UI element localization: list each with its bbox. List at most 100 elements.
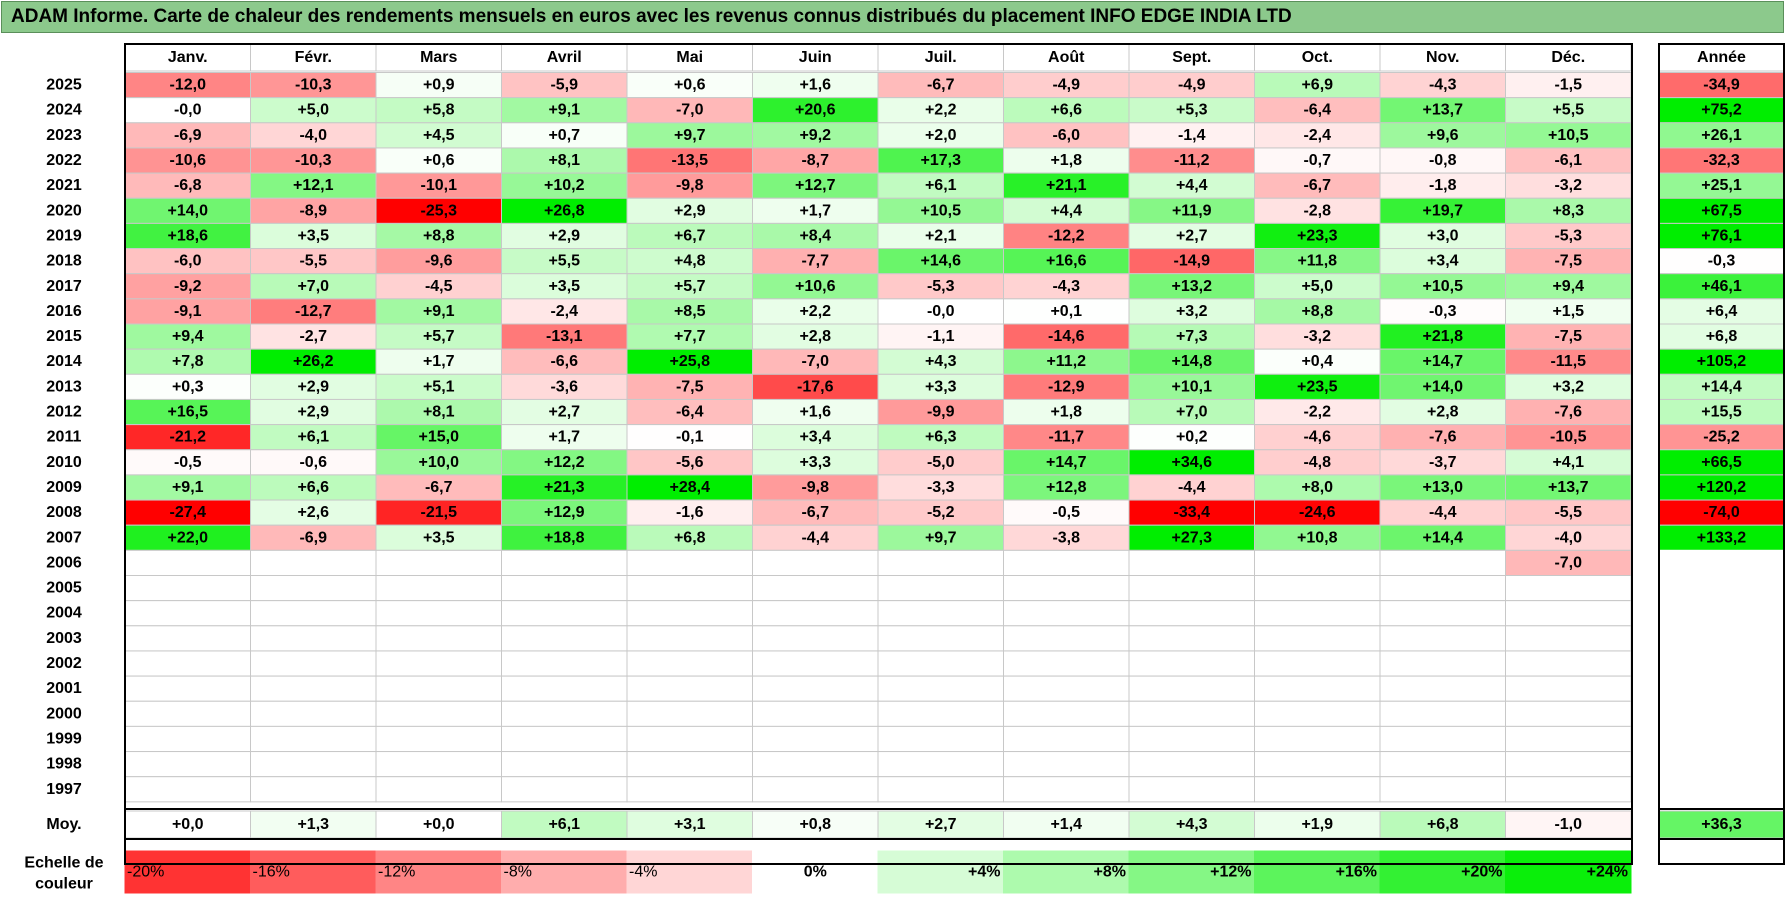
heatmap-cell-value: +2,8	[1427, 404, 1459, 421]
annual-cell	[1658, 549, 1785, 576]
average-cell	[752, 810, 879, 839]
annual-cell	[1658, 675, 1785, 702]
heatmap-cell	[1379, 97, 1506, 124]
heatmap-cell	[752, 449, 879, 476]
heatmap-cell-value: +8,8	[1301, 303, 1333, 320]
heatmap-cell	[1254, 398, 1381, 426]
heatmap-cell	[124, 97, 251, 124]
heatmap-cell-value: +12,8	[1046, 479, 1087, 496]
year-label: 2004	[46, 605, 82, 622]
annual-cell-value: +66,5	[1701, 454, 1742, 471]
heatmap-cell-value: +3,0	[1427, 227, 1459, 244]
heatmap-cell	[1128, 575, 1255, 602]
heatmap-cell-value: +28,4	[670, 479, 711, 496]
heatmap-cell-value: -9,8	[676, 177, 704, 194]
annual-cell-value: +67,5	[1701, 202, 1742, 219]
heatmap-cell-value: +1,7	[423, 353, 455, 370]
heatmap-cell	[1505, 600, 1632, 627]
heatmap-cell	[752, 524, 879, 551]
heatmap-cell	[1003, 751, 1130, 778]
heatmap-cell-value: +10,6	[795, 278, 836, 295]
heatmap-cell-value: +5,0	[297, 102, 329, 119]
scale-step-label: +20%	[1461, 864, 1502, 881]
scale-step-label: -20%	[127, 864, 164, 881]
heatmap-cell	[1003, 222, 1130, 250]
heatmap-cell	[752, 751, 879, 778]
heatmap-cell-value: +8,1	[423, 404, 455, 421]
heatmap-cell	[1254, 549, 1381, 576]
heatmap-cell-value: -8,7	[801, 152, 829, 169]
heatmap-cell-value: +3,5	[423, 529, 455, 546]
heatmap-cell-value: -4,5	[425, 278, 453, 295]
heatmap-cell	[501, 575, 628, 602]
year-label: 2013	[46, 378, 82, 395]
heatmap-cell	[877, 424, 1004, 451]
heatmap-cell	[501, 650, 628, 677]
year-label: 2017	[46, 278, 82, 295]
heatmap-cell	[1254, 575, 1381, 602]
heatmap-cell-value: -11,5	[1550, 353, 1586, 370]
heatmap-cell	[1254, 172, 1381, 199]
heatmap-cell-value: -11,2	[1174, 152, 1210, 169]
heatmap-cell	[626, 298, 753, 325]
annual-cell-value: +26,1	[1701, 127, 1742, 144]
heatmap-cell-value: -4,9	[1052, 77, 1080, 94]
heatmap-cell	[375, 222, 502, 250]
heatmap-cell-value: -0,8	[1429, 152, 1457, 169]
heatmap-cell	[626, 97, 753, 124]
heatmap-cell-value: +26,8	[544, 202, 585, 219]
heatmap-cell	[1128, 172, 1255, 199]
heatmap-cell	[375, 575, 502, 602]
heatmap-cell	[1505, 625, 1632, 652]
heatmap-cell-value: -5,5	[299, 253, 327, 270]
heatmap-cell	[375, 398, 502, 426]
heatmap-cell	[1379, 725, 1506, 753]
average-cell-value: +6,8	[1427, 816, 1459, 833]
heatmap-cell	[501, 700, 628, 727]
heatmap-cell-value: -0,6	[299, 454, 327, 471]
month-header-label: Mars	[420, 49, 457, 66]
heatmap-cell-value: -4,4	[801, 529, 829, 546]
heatmap-cell	[1003, 650, 1130, 677]
heatmap-cell-value: +2,7	[548, 404, 580, 421]
heatmap-cell	[1379, 524, 1506, 551]
heatmap-cell-value: -3,3	[927, 479, 955, 496]
heatmap-cell-value: +5,5	[1552, 102, 1584, 119]
heatmap-cell-value: -0,3	[1429, 303, 1457, 320]
heatmap-cell-value: +26,2	[293, 353, 334, 370]
heatmap-cell-value: -6,7	[801, 504, 829, 521]
average-cell-value: +6,1	[548, 816, 580, 833]
heatmap-cell	[250, 474, 377, 501]
heatmap-cell-value: -9,9	[927, 404, 955, 421]
heatmap-cell	[501, 725, 628, 753]
heatmap-cell-value: +5,3	[1176, 102, 1208, 119]
heatmap-cell	[1254, 273, 1381, 300]
heatmap-cell-value: -6,8	[174, 177, 202, 194]
heatmap-cell	[1379, 172, 1506, 199]
heatmap-cell-value: +2,2	[799, 303, 831, 320]
heatmap-cell-value: -2,4	[550, 303, 578, 320]
heatmap-cell-value: -5,3	[1554, 227, 1582, 244]
heatmap-cell	[250, 675, 377, 702]
average-cell-value: +0,0	[172, 816, 204, 833]
heatmap-cell-value: +2,0	[925, 127, 957, 144]
heatmap-cell	[1128, 675, 1255, 702]
month-header-label: Janv.	[168, 49, 208, 66]
heatmap-cell	[501, 122, 628, 149]
annual-cell-value: +46,1	[1701, 278, 1742, 295]
heatmap-cell	[1254, 700, 1381, 727]
heatmap-cell-value: -3,7	[1429, 454, 1457, 471]
heatmap-cell	[250, 549, 377, 576]
heatmap-cell	[877, 474, 1004, 501]
heatmap-cell-value: +6,1	[925, 177, 957, 194]
scale-step-label: 0%	[804, 864, 827, 881]
heatmap-cell-value: +14,7	[1423, 353, 1464, 370]
heatmap-cell-value: -0,0	[927, 303, 955, 320]
year-label: 2002	[46, 655, 82, 672]
heatmap-cell	[1505, 575, 1632, 602]
heatmap-cell	[1505, 273, 1632, 300]
average-cell-value: +0,0	[423, 816, 455, 833]
heatmap-cell	[1505, 449, 1632, 476]
heatmap-cell-value: -11,7	[1048, 429, 1084, 446]
heatmap-cell	[250, 725, 377, 753]
